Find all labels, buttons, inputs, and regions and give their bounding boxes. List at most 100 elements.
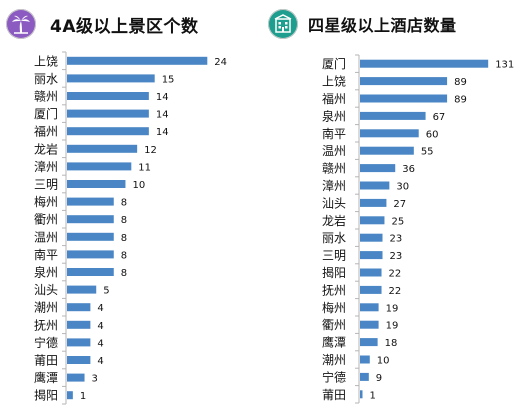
data-label: 23 xyxy=(390,251,403,262)
category-label: 漳州 xyxy=(322,178,346,193)
category-label: 厦门 xyxy=(34,106,58,121)
bar xyxy=(67,232,114,241)
category-label: 衢州 xyxy=(322,318,346,332)
bar xyxy=(67,268,114,276)
data-label: 15 xyxy=(162,74,175,85)
category-label: 厦门 xyxy=(322,56,346,71)
data-label: 55 xyxy=(421,147,434,158)
data-label: 10 xyxy=(377,356,390,367)
bar xyxy=(360,251,383,260)
bar xyxy=(360,146,414,155)
category-label: 汕头 xyxy=(34,283,58,297)
bar xyxy=(67,373,85,382)
data-label: 19 xyxy=(386,303,399,314)
bar xyxy=(67,144,138,153)
scenic-spots-title-row: 4A级以上景区个数 xyxy=(6,6,199,42)
category-label: 泉州 xyxy=(322,109,346,123)
data-label: 23 xyxy=(390,234,403,245)
data-label: 4 xyxy=(97,321,103,332)
bar xyxy=(360,94,448,103)
category-label: 莆田 xyxy=(34,354,58,368)
category-label: 三明 xyxy=(34,178,58,192)
bar xyxy=(360,216,385,225)
data-label: 60 xyxy=(426,129,439,140)
category-label: 抚州 xyxy=(322,283,346,297)
category-label: 龙岩 xyxy=(322,213,346,228)
bar xyxy=(360,338,378,347)
category-label: 潮州 xyxy=(322,352,346,367)
data-label: 5 xyxy=(103,286,109,297)
hotels-title-row: 四星级以上酒店数量 xyxy=(268,6,457,42)
category-label: 丽水 xyxy=(322,231,346,245)
bar xyxy=(360,59,489,68)
data-label: 14 xyxy=(156,110,169,121)
bar xyxy=(360,303,379,312)
data-label: 131 xyxy=(495,60,514,71)
bar xyxy=(360,129,419,138)
bar xyxy=(67,250,114,259)
bar xyxy=(360,285,382,294)
bar xyxy=(67,338,91,347)
data-label: 8 xyxy=(121,250,127,261)
bar xyxy=(360,355,370,364)
hotels-panel: 四星级以上酒店数量 厦门 131 上饶 89 福州 89 泉州 67 南平 60 温州 55 赣州 36 漳… xyxy=(262,0,521,408)
data-label: 14 xyxy=(156,92,169,103)
bar xyxy=(67,320,91,329)
scenic-spots-chart-title: 4A级以上景区个数 xyxy=(50,16,199,37)
category-label: 宁德 xyxy=(322,369,346,384)
data-label: 8 xyxy=(121,198,127,209)
category-label: 梅州 xyxy=(322,300,346,315)
bar xyxy=(67,180,126,188)
bar xyxy=(67,215,114,224)
category-label: 揭阳 xyxy=(322,265,346,280)
bar xyxy=(67,162,132,171)
bar xyxy=(67,303,91,312)
data-label: 8 xyxy=(121,233,127,244)
hotel-building-icon xyxy=(268,9,298,39)
bar xyxy=(360,390,363,399)
palm-tree-icon xyxy=(6,9,36,39)
data-label: 1 xyxy=(370,390,376,401)
data-label: 89 xyxy=(454,77,467,88)
bar xyxy=(360,198,387,207)
bar xyxy=(67,74,155,83)
category-label: 福州 xyxy=(322,91,346,106)
bar xyxy=(67,127,149,136)
scenic-spots-panel: 4A级以上景区个数 上饶 24 丽水 15 赣州 14 厦门 14 福州 14 龙岩 12 漳州 11 三明… xyxy=(6,6,227,405)
bar xyxy=(67,391,73,400)
bar xyxy=(360,181,390,190)
bar xyxy=(67,92,149,100)
category-label: 衢州 xyxy=(34,213,58,227)
data-label: 8 xyxy=(121,215,127,226)
data-label: 11 xyxy=(138,162,151,173)
hotels-bar-chart: 厦门 131 上饶 89 福州 89 泉州 67 南平 60 温州 55 赣州 36 漳州 30 汕头 27 龙岩 2… xyxy=(322,54,514,404)
category-label: 南平 xyxy=(34,247,58,262)
data-label: 30 xyxy=(396,182,409,193)
data-label: 67 xyxy=(433,112,446,123)
data-label: 1 xyxy=(80,391,86,402)
data-label: 14 xyxy=(156,127,169,138)
data-label: 24 xyxy=(214,57,227,68)
category-label: 上饶 xyxy=(34,54,58,68)
category-label: 宁德 xyxy=(34,335,58,350)
category-label: 温州 xyxy=(34,230,58,244)
category-label: 潮州 xyxy=(34,300,58,315)
category-label: 梅州 xyxy=(34,194,58,209)
hotels-chart-title: 四星级以上酒店数量 xyxy=(308,16,457,35)
bar xyxy=(360,320,379,329)
category-label: 温州 xyxy=(322,144,346,158)
bar xyxy=(360,77,448,86)
data-label: 22 xyxy=(389,269,402,280)
data-label: 89 xyxy=(454,95,467,106)
data-label: 25 xyxy=(391,216,404,227)
category-label: 龙岩 xyxy=(34,141,58,156)
data-label: 4 xyxy=(97,303,103,314)
bar xyxy=(67,197,114,206)
category-label: 鹰潭 xyxy=(34,370,58,385)
bar xyxy=(67,356,91,364)
category-label: 福州 xyxy=(34,124,58,139)
bar xyxy=(360,233,383,242)
category-label: 莆田 xyxy=(322,388,346,402)
data-label: 8 xyxy=(121,268,127,279)
